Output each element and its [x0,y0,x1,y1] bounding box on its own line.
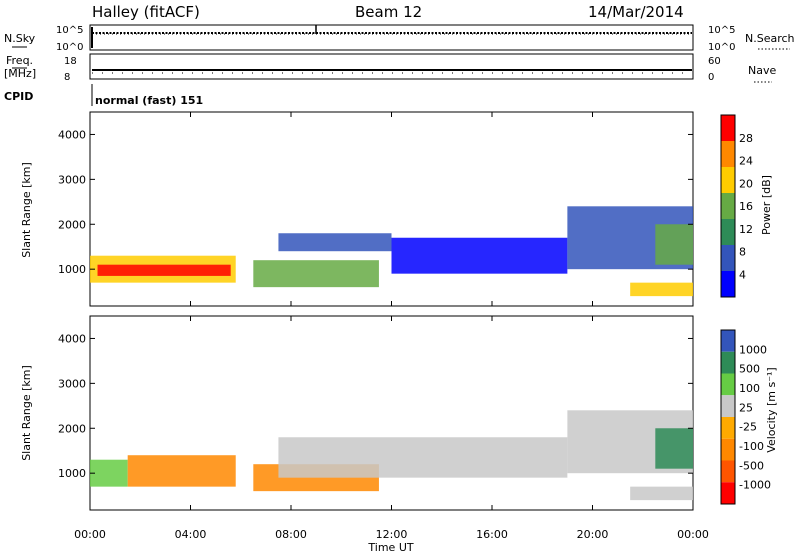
velocity-colorbar-tick: 1000 [739,343,767,356]
power-colorbar-segment [721,115,735,141]
cpid-label: CPID [4,90,33,103]
power-colorbar-tick: 24 [739,155,753,168]
nsky-tick-top: 10^5 [56,25,83,36]
power-ytick-label: 4000 [58,128,86,141]
power-colorbar-segment [721,167,735,193]
velocity-colorbar-tick: -100 [739,440,764,453]
velocity-colorbar-tick: 100 [739,382,760,395]
velocity-region [655,428,693,469]
freq-label: Freq. [6,54,33,67]
nsky-label: N.Sky [4,32,36,45]
power-colorbar-tick: 28 [739,132,753,145]
velocity-colorbar-segment [721,438,735,461]
velocity-colorbar: 1000 500 100 25 -25 -100 -500 -1000 [720,329,771,505]
beam-title: Beam 12 [355,3,422,21]
time-x-axis: 00:00 04:00 08:00 12:00 16:00 20:00 00:00 [74,112,709,541]
velocity-colorbar-segment [721,373,735,396]
freq-panel [89,53,694,80]
power-colorbar-tick: 20 [739,177,753,190]
power-ytick-label: 1000 [58,263,86,276]
velocity-colorbar-segment [721,460,735,483]
nave-tick-top: 60 [708,56,721,67]
freq-unit-label: [MHz] [4,67,36,80]
power-region [278,233,392,252]
power-colorbar-tick: 12 [739,223,753,236]
velocity-colorbar-label: Velocity [m s⁻¹] [765,367,778,452]
freq-tick-top: 18 [64,56,77,67]
time-tick-label: 04:00 [175,528,207,541]
power-colorbar-tick: 16 [739,200,753,213]
velocity-colorbar-tick: -25 [739,421,757,434]
time-tick-label: 16:00 [476,528,508,541]
time-tick-label: 20:00 [577,528,609,541]
time-xlabel: Time UT [367,541,413,554]
velocity-colorbar-segment [721,351,735,374]
power-region [391,237,568,274]
velocity-ytick-label: 4000 [58,332,86,345]
power-region [253,260,379,288]
velocity-region [630,486,693,501]
velocity-ytick-label: 2000 [58,422,86,435]
time-tick-label: 12:00 [376,528,408,541]
velocity-region [278,437,568,478]
velocity-colorbar-segment [721,482,735,504]
nsearch-label: N.Search [745,32,795,45]
velocity-ylabel: Slant Range [km] [20,365,33,461]
power-colorbar-segment [721,219,735,245]
nsearch-tick-bottom: 10^0 [708,42,735,53]
nave-tick-bottom: 0 [708,72,714,83]
time-tick-label: 08:00 [275,528,307,541]
time-tick-label: 00:00 [677,528,709,541]
power-colorbar: 28 24 20 16 12 8 4 [720,114,753,298]
velocity-colorbar-tick: 25 [739,401,753,414]
power-region [630,282,693,297]
power-colorbar-segment [721,271,735,297]
power-ytick-label: 3000 [58,173,86,186]
nave-label: Nave [748,64,776,77]
velocity-colorbar-segment [721,330,735,352]
power-y-axis: 1000 2000 3000 4000 [58,128,693,276]
nsearch-tick-top: 10^5 [708,25,735,36]
cpid-text: normal (fast) 151 [95,94,203,107]
velocity-y-axis: 1000 2000 3000 4000 [58,332,693,480]
power-region [97,264,231,276]
power-colorbar-label: Power [dB] [760,175,773,235]
station-title: Halley (fitACF) [92,3,200,21]
velocity-colorbar-tick: 500 [739,363,760,376]
nsky-tick-bottom: 10^0 [56,42,83,53]
freq-tick-bottom: 8 [64,72,70,83]
power-data [90,206,693,297]
power-colorbar-segment [721,193,735,219]
time-tick-label: 00:00 [74,528,106,541]
velocity-colorbar-segment [721,395,735,417]
power-colorbar-tick: 8 [739,246,746,259]
velocity-ytick-label: 3000 [58,377,86,390]
velocity-colorbar-tick: -500 [739,459,764,472]
velocity-colorbar-frame [720,329,736,505]
power-ylabel: Slant Range [km] [20,162,33,258]
date-title: 14/Mar/2014 [588,3,684,21]
velocity-region [127,455,236,487]
velocity-colorbar-tick: -1000 [739,479,771,492]
nsky-panel [89,24,694,51]
velocity-colorbar-segment [721,417,735,439]
power-ytick-label: 2000 [58,218,86,231]
power-colorbar-segment [721,245,735,271]
velocity-region [90,459,128,487]
velocity-ytick-label: 1000 [58,467,86,480]
power-region [655,224,693,265]
power-colorbar-tick: 4 [739,268,746,281]
power-colorbar-frame [720,114,736,298]
power-colorbar-segment [721,141,735,167]
velocity-data [90,410,693,501]
